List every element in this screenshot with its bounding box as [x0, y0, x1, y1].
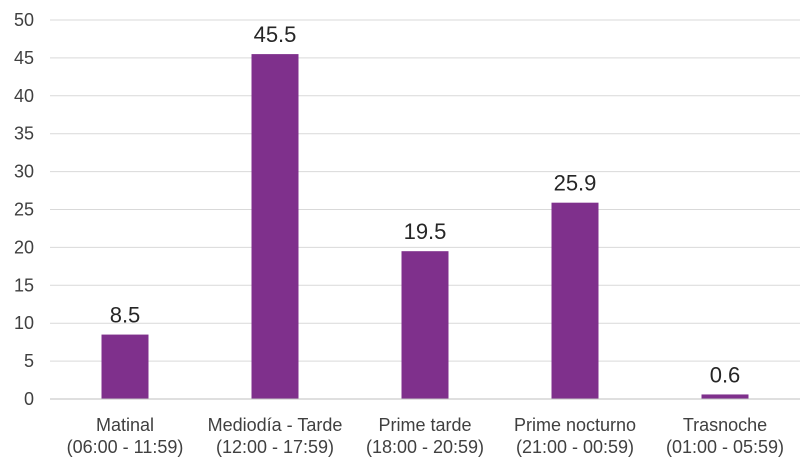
data-label: 19.5	[404, 219, 447, 244]
y-tick-label: 5	[24, 351, 34, 371]
data-label: 25.9	[554, 171, 597, 196]
category-label: Prime tarde	[378, 415, 471, 435]
bar	[551, 202, 599, 399]
category-label: (06:00 - 11:59)	[67, 437, 184, 457]
category-label: Matinal	[96, 415, 154, 435]
category-label: Trasnoche	[683, 415, 767, 435]
bar	[251, 54, 299, 400]
gridlines	[50, 19, 800, 362]
data-label: 0.6	[710, 362, 741, 387]
category-labels: Matinal(06:00 - 11:59)Mediodía - Tarde(1…	[67, 415, 784, 457]
y-tick-label: 0	[24, 389, 34, 409]
data-label: 8.5	[110, 303, 141, 328]
category-label: Prime nocturno	[514, 415, 636, 435]
y-tick-label: 50	[14, 10, 34, 30]
data-label: 45.5	[254, 22, 297, 47]
category-label: (18:00 - 20:59)	[366, 437, 484, 457]
data-labels: 8.5 45.5 19.5 25.9 0.6	[110, 22, 741, 387]
y-tick-label: 20	[14, 237, 34, 257]
category-label: (12:00 - 17:59)	[216, 437, 334, 457]
bars	[101, 54, 749, 400]
y-tick-label: 35	[14, 124, 34, 144]
y-tick-label: 30	[14, 162, 34, 182]
bar	[401, 251, 449, 399]
y-tick-label: 10	[14, 313, 34, 333]
category-label: (01:00 - 05:59)	[666, 437, 784, 457]
y-tick-label: 15	[14, 275, 34, 295]
category-label: Mediodía - Tarde	[208, 415, 343, 435]
y-tick-label: 45	[14, 48, 34, 68]
bar	[701, 394, 749, 399]
y-axis-ticks: 0 5 10 15 20 25 30 35 40 45 50	[14, 10, 34, 409]
category-label: (21:00 - 00:59)	[516, 437, 634, 457]
y-tick-label: 40	[14, 86, 34, 106]
y-tick-label: 25	[14, 200, 34, 220]
bar	[101, 334, 149, 399]
